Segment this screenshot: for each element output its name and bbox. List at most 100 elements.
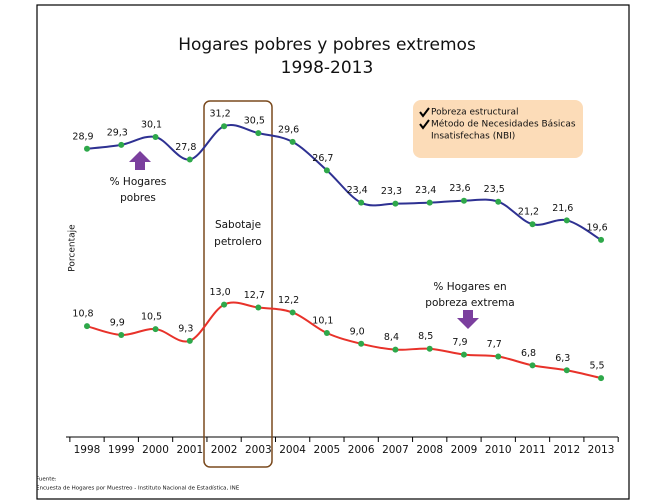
x-tick-label: 1998 — [74, 444, 101, 456]
data-label: 21,2 — [518, 207, 539, 218]
source: Encuesta de Hogares por Muestreo - Insti… — [36, 485, 240, 492]
arrow — [457, 310, 479, 329]
point — [563, 217, 570, 224]
point — [426, 345, 433, 352]
note-box — [413, 100, 583, 158]
data-label: 26,7 — [312, 153, 333, 164]
data-label: 12,7 — [244, 290, 265, 301]
point — [255, 130, 262, 137]
point — [563, 367, 570, 374]
point — [323, 167, 330, 174]
x-tick-label: 2004 — [279, 444, 306, 456]
x-tick-label: 2003 — [245, 444, 272, 456]
x-tick-label: 2012 — [553, 444, 580, 456]
x-tick-label: 2011 — [519, 444, 546, 456]
frame — [36, 4, 630, 500]
x-tick-label: 2005 — [314, 444, 341, 456]
series-annotation: pobres — [120, 192, 156, 204]
data-label: 23,4 — [415, 185, 436, 196]
series-annotation: % Hogares en — [433, 281, 506, 293]
point — [186, 337, 193, 344]
data-label: 9,9 — [110, 317, 125, 328]
data-label: 7,7 — [487, 339, 502, 350]
data-label: 29,3 — [107, 127, 128, 138]
series-line — [86, 124, 602, 241]
point — [221, 301, 228, 308]
data-label: 21,6 — [552, 203, 573, 214]
data-label: 8,4 — [384, 332, 399, 343]
note-text: Insatisfechas (NBI) — [431, 132, 515, 142]
data-label: 10,1 — [312, 316, 333, 327]
arrow — [129, 151, 151, 170]
check-icon — [419, 107, 430, 118]
point — [152, 326, 159, 333]
point — [358, 340, 365, 347]
data-label: 23,4 — [347, 185, 368, 196]
data-label: 6,8 — [521, 348, 536, 359]
point — [495, 198, 502, 205]
highlight-box — [203, 100, 273, 468]
data-label: 13,0 — [210, 287, 231, 298]
x-tick-label: 2013 — [588, 444, 615, 456]
point — [118, 331, 125, 338]
note-text: Método de Necesidades Básicas — [431, 119, 576, 130]
note-text: Pobreza estructural — [431, 108, 519, 118]
point — [529, 362, 536, 369]
series-annotation: % Hogares — [110, 176, 167, 188]
data-label: 19,6 — [586, 222, 607, 233]
point — [460, 351, 467, 358]
x-tick-label: 2009 — [451, 444, 478, 456]
point — [392, 346, 399, 353]
point — [460, 197, 467, 204]
data-label: 23,3 — [381, 186, 402, 197]
point — [118, 141, 125, 148]
point — [289, 309, 296, 316]
point — [495, 353, 502, 360]
chart-title: Hogares pobres y pobres extremos — [178, 35, 476, 55]
data-label: 12,2 — [278, 295, 299, 306]
data-label: 31,2 — [210, 109, 231, 120]
point — [221, 123, 228, 130]
point — [152, 134, 159, 141]
point — [84, 145, 90, 152]
y-axis-label: Porcentaje — [68, 224, 78, 272]
source: Fuente: — [36, 477, 57, 483]
data-label: 7,9 — [452, 337, 467, 348]
data-label: 28,9 — [72, 131, 93, 142]
x-tick-label: 2001 — [176, 444, 203, 456]
data-label: 5,5 — [589, 361, 604, 372]
point — [358, 199, 365, 206]
data-label: 6,3 — [555, 353, 570, 364]
chart-subtitle: 1998-2013 — [281, 58, 374, 78]
point — [289, 138, 296, 145]
data-label: 10,8 — [72, 309, 93, 320]
x-tick-label: 1999 — [108, 444, 135, 456]
x-tick-label: 2006 — [348, 444, 375, 456]
data-label: 8,5 — [418, 331, 433, 342]
data-label: 23,5 — [484, 184, 505, 195]
data-label: 27,8 — [175, 142, 196, 153]
data-label: 9,3 — [178, 323, 193, 334]
data-label: 9,0 — [350, 326, 365, 337]
highlight-label: Sabotaje — [215, 219, 261, 231]
point — [426, 199, 433, 206]
data-label: 30,5 — [244, 116, 265, 127]
data-label: 10,5 — [141, 312, 162, 323]
data-label: 29,6 — [278, 124, 299, 135]
x-tick-label: 2002 — [211, 444, 238, 456]
point — [392, 200, 399, 207]
point — [529, 221, 536, 228]
point — [84, 323, 90, 330]
point — [598, 375, 605, 382]
check-icon — [419, 119, 430, 130]
point — [255, 304, 262, 311]
point — [323, 330, 330, 337]
data-label: 30,1 — [141, 120, 162, 131]
series-line — [86, 301, 602, 380]
point — [186, 156, 193, 163]
data-label: 23,6 — [449, 183, 470, 194]
x-tick-label: 2008 — [416, 444, 443, 456]
x-tick-label: 2007 — [382, 444, 409, 456]
point — [598, 236, 605, 243]
